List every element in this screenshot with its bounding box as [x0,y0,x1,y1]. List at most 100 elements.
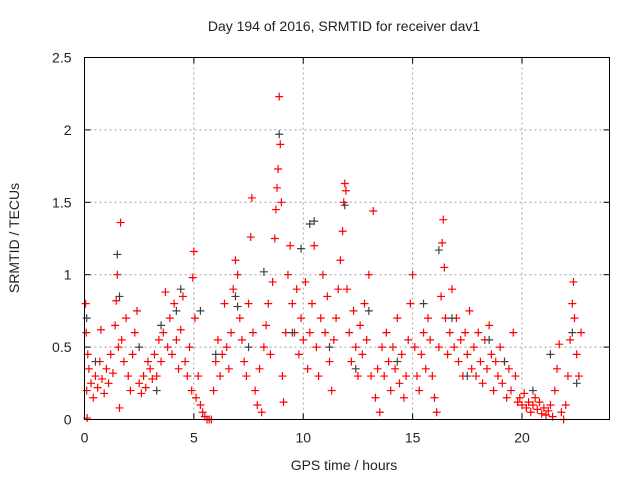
primary-point [168,350,176,359]
primary-point [141,383,150,392]
primary-point [341,186,350,195]
primary-point [157,357,166,366]
primary-point [485,321,494,330]
primary-point [577,328,586,337]
primary-point [222,343,231,352]
primary-point [388,343,397,352]
primary-point [294,350,303,359]
primary-point [178,292,187,301]
primary-point [542,411,551,420]
primary-point [325,357,334,366]
primary-point [255,364,264,373]
primary-point [421,364,430,373]
primary-point [461,328,470,337]
primary-point [393,314,402,323]
primary-point [163,343,172,352]
primary-point [469,343,478,352]
primary-point [566,335,575,344]
primary-point [537,409,546,418]
primary-point [498,379,507,388]
primary-point [128,350,137,359]
primary-point [518,401,526,410]
primary-point [520,389,529,398]
primary-point [489,386,498,395]
secondary-point [91,357,100,366]
primary-point [174,364,183,373]
primary-point [572,350,581,359]
primary-point [91,372,100,381]
x-tick-label: 10 [295,430,311,446]
primary-point [133,306,141,315]
primary-point [297,314,306,323]
grid-lines [84,57,610,420]
primary-point [231,256,240,265]
primary-point [130,328,139,337]
primary-point [413,372,421,381]
y-tick-label: 2 [64,122,72,138]
secondary-point [233,302,242,311]
secondary-point [82,314,91,323]
primary-point [544,406,553,415]
primary-point [100,389,109,398]
secondary-point [351,364,360,373]
primary-point [345,328,354,337]
primary-point [329,335,338,344]
secondary-point [325,343,334,352]
primary-point [264,299,273,308]
primary-point [233,270,242,279]
primary-point [550,386,559,395]
primary-point [515,393,524,402]
primary-point [152,372,161,381]
primary-point [106,350,115,359]
primary-point [115,403,124,412]
primary-point [493,372,502,381]
primary-point [143,357,152,366]
primary-point [102,364,111,373]
secondary-point [364,306,373,315]
primary-point [408,270,417,279]
primary-point [87,379,96,388]
primary-point [172,335,181,344]
secondary-point [546,350,555,359]
primary-point [378,343,386,352]
primary-point [273,183,281,192]
primary-point [375,408,384,417]
primary-point [391,364,400,373]
primary-point [176,325,185,334]
primary-point [278,372,287,381]
primary-point [443,350,452,359]
primary-point [395,379,404,388]
primary-point [360,299,369,308]
x-tick-label: 5 [190,430,198,446]
primary-point [563,372,572,381]
primary-point [104,379,113,388]
primary-point [423,314,432,323]
primary-point [220,299,229,308]
primary-point [334,285,343,294]
primary-point [248,328,257,337]
primary-point [454,357,463,366]
primary-point [364,270,373,279]
primary-point [135,379,144,388]
primary-point [321,328,330,337]
primary-point [509,328,518,337]
primary-point [113,270,122,279]
secondary-point [135,343,144,352]
primary-point [126,386,135,395]
primary-point [242,372,251,381]
y-tick-label: 1 [64,267,72,283]
primary-point [196,401,205,410]
primary-point [274,164,283,173]
primary-point [98,374,106,383]
primary-point [139,372,148,381]
primary-point [574,372,583,381]
primary-point [557,408,566,417]
primary-point [323,292,332,301]
secondary-point [176,285,185,294]
secondary-point [259,267,268,276]
secondary-point [500,357,509,366]
primary-point [310,241,319,250]
primary-point [148,374,157,383]
primary-point [185,343,194,352]
primary-point [116,218,125,227]
